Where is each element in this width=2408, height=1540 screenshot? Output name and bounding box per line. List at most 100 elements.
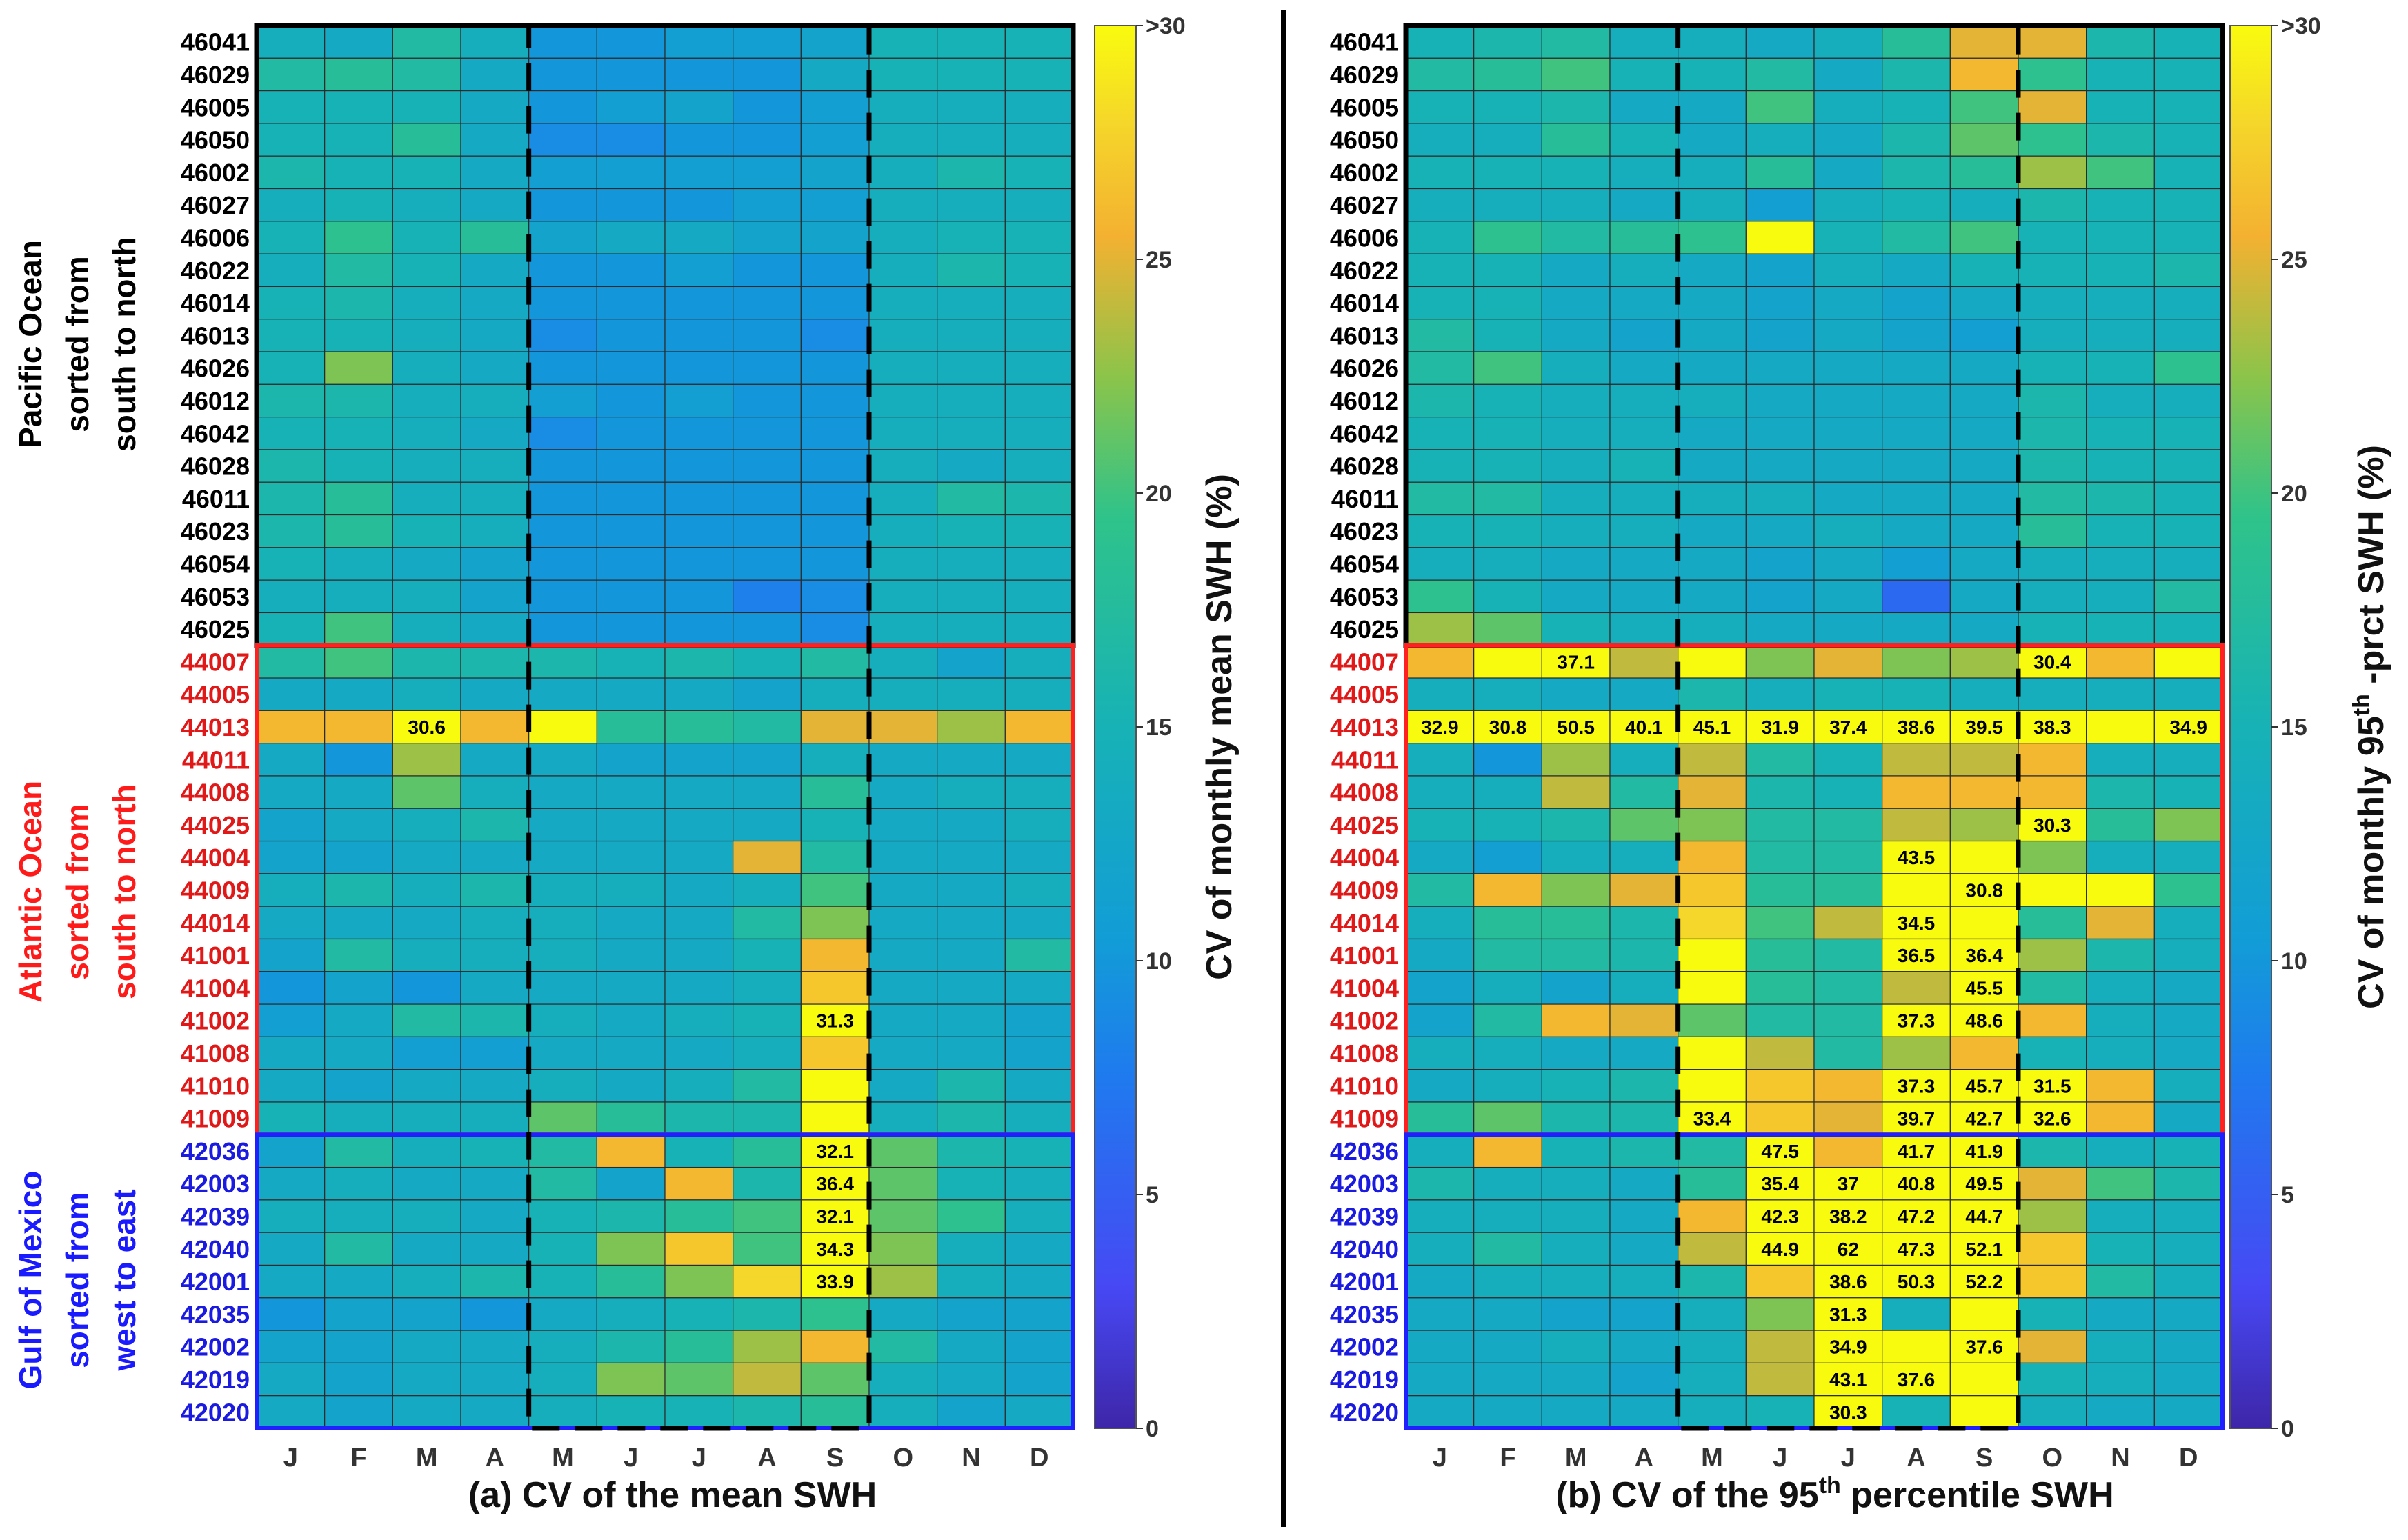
heatmap-cell — [937, 1362, 1006, 1397]
heatmap-cell — [868, 25, 938, 59]
heatmap-cell — [256, 25, 326, 59]
heatmap-cell — [937, 1101, 1006, 1135]
heatmap-cell — [1405, 1199, 1475, 1233]
heatmap-cell — [868, 449, 938, 483]
heatmap-cell — [868, 743, 938, 777]
heatmap-cell — [2153, 1232, 2223, 1266]
heatmap-cell — [937, 383, 1006, 418]
heatmap-cell — [460, 1101, 530, 1135]
heatmap-cell — [256, 677, 326, 711]
heatmap-cell — [1949, 351, 2019, 385]
heatmap-cell — [664, 1134, 734, 1168]
heatmap-cell — [392, 1166, 461, 1201]
heatmap-cell — [1004, 1297, 1074, 1331]
heatmap-cell — [664, 1166, 734, 1201]
station-label: 46011 — [1331, 485, 1399, 513]
heatmap-cell — [256, 514, 326, 548]
heatmap-cell — [392, 319, 461, 352]
heatmap-cell — [1882, 383, 1951, 418]
heatmap-cell — [256, 1003, 326, 1037]
heatmap-cell — [1405, 1395, 1475, 1429]
heatmap-cell — [392, 1003, 461, 1037]
heatmap-cell — [460, 1003, 530, 1037]
heatmap-cell — [2086, 319, 2155, 352]
heatmap-cell — [1745, 417, 1815, 450]
heatmap-cell — [2153, 383, 2223, 418]
heatmap-cell — [392, 1297, 461, 1331]
heatmap-cell — [1473, 286, 1542, 320]
heatmap-cell — [1745, 514, 1815, 548]
heatmap-cell — [1405, 383, 1475, 418]
heatmap-cell — [1813, 319, 1883, 352]
heatmap-cell — [1541, 1134, 1611, 1168]
heatmap-cell — [528, 906, 597, 940]
heatmap-cell — [800, 155, 870, 190]
heatmap-cell — [1004, 547, 1074, 581]
heatmap-cell — [800, 319, 870, 352]
heatmap-cell — [2018, 743, 2087, 777]
heatmap-cell — [460, 808, 530, 842]
heatmap-cell — [460, 547, 530, 581]
heatmap-cell — [733, 1134, 802, 1168]
heatmap-cell — [2086, 481, 2155, 516]
heatmap-cell — [2153, 1166, 2223, 1201]
cell-value-label: 37 — [1838, 1173, 1859, 1194]
heatmap-cell — [596, 938, 666, 972]
heatmap-cell — [1813, 775, 1883, 809]
heatmap-cell — [2153, 417, 2223, 450]
heatmap-cell — [1473, 514, 1542, 548]
heatmap-cell — [392, 906, 461, 940]
heatmap-cell — [324, 873, 393, 907]
heatmap-cell — [1405, 351, 1475, 385]
heatmap-cell — [528, 971, 597, 1005]
heatmap-cell — [800, 1036, 870, 1070]
heatmap-cell — [1678, 1069, 1747, 1103]
cell-value-label: 32.6 — [2033, 1108, 2071, 1130]
heatmap-cell — [1405, 319, 1475, 352]
heatmap-cell — [664, 449, 734, 483]
heatmap-cell — [1405, 743, 1475, 777]
heatmap-cell — [1882, 971, 1951, 1005]
heatmap-cell — [460, 417, 530, 450]
heatmap-cell — [2018, 1264, 2087, 1299]
heatmap-cell — [937, 221, 1006, 254]
heatmap-cell — [664, 971, 734, 1005]
month-label: J — [283, 1443, 298, 1472]
heatmap-cell — [1813, 906, 1883, 940]
heatmap-cell — [733, 383, 802, 418]
heatmap-cell — [528, 253, 597, 288]
station-label: 46014 — [181, 289, 250, 317]
heatmap-cell — [1949, 808, 2019, 842]
region-label-atlantic-line1: Atlantic Ocean — [12, 781, 48, 1003]
heatmap-cell — [664, 1395, 734, 1429]
heatmap-cell — [1678, 808, 1747, 842]
heatmap-cell — [2086, 1134, 2155, 1168]
colorbar-tick-label: 0 — [2281, 1416, 2294, 1442]
heatmap-cell — [664, 873, 734, 907]
heatmap-cell — [1473, 155, 1542, 190]
heatmap-cell — [2018, 1362, 2087, 1397]
heatmap-cell — [324, 253, 393, 288]
station-label: 46013 — [1330, 321, 1399, 350]
heatmap-cell — [324, 319, 393, 352]
heatmap-cell — [1678, 25, 1747, 59]
station-label: 46012 — [181, 387, 250, 415]
heatmap-cell — [868, 547, 938, 581]
heatmap-cell — [460, 1166, 530, 1201]
heatmap-cell — [596, 123, 666, 157]
heatmap-cell — [460, 1297, 530, 1331]
heatmap-cell — [800, 123, 870, 157]
station-label: 44014 — [181, 909, 250, 937]
heatmap-cell — [256, 155, 326, 190]
heatmap-cell — [392, 1264, 461, 1299]
heatmap-cell — [1745, 579, 1815, 614]
heatmap-cell — [1882, 188, 1951, 222]
heatmap-cell — [256, 449, 326, 483]
heatmap-cell — [1405, 1232, 1475, 1266]
heatmap-cell — [256, 840, 326, 874]
heatmap-cell — [868, 221, 938, 254]
cell-value-label: 37.1 — [1557, 651, 1595, 672]
heatmap-cell — [1473, 221, 1542, 254]
heatmap-cell — [800, 188, 870, 222]
heatmap-cell — [1949, 383, 2019, 418]
